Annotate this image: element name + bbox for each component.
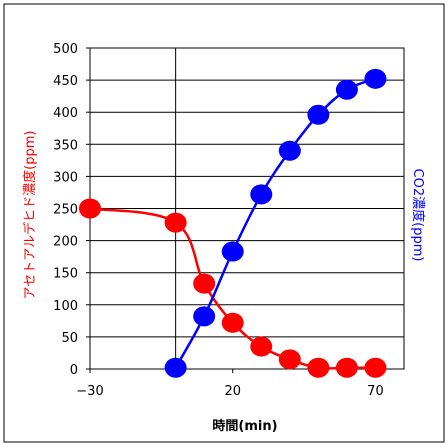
y-tick-label: 500 bbox=[53, 42, 78, 57]
series-1-point bbox=[336, 80, 358, 100]
y-axis-title-right: CO2濃度(ppm) bbox=[410, 169, 426, 262]
y-axis-title-left: アセトアルデヒド濃度(ppm) bbox=[22, 131, 38, 300]
series-1-point bbox=[165, 358, 187, 378]
y-tick-label: 200 bbox=[53, 235, 78, 250]
series-0-point bbox=[364, 358, 386, 378]
series-1-point bbox=[307, 105, 329, 125]
x-axis-title: 時間(min) bbox=[212, 418, 277, 434]
y-tick-label: 400 bbox=[53, 106, 78, 121]
y-tick-label: 350 bbox=[53, 138, 78, 153]
y-tick-label: 150 bbox=[53, 267, 78, 282]
series-0-point bbox=[193, 274, 215, 294]
series-0-point bbox=[336, 358, 358, 378]
y-tick-label: 450 bbox=[53, 74, 78, 89]
series-1-point bbox=[222, 242, 244, 262]
x-tick-label: 70 bbox=[367, 384, 384, 399]
series-0-point bbox=[307, 358, 329, 378]
series-1-point bbox=[364, 69, 386, 89]
series-0-point bbox=[79, 199, 101, 219]
series-0-point bbox=[222, 313, 244, 333]
y-tick-label: 300 bbox=[53, 170, 78, 185]
x-tick-label: 20 bbox=[224, 384, 241, 399]
series-1-point bbox=[279, 141, 301, 161]
series-1-point bbox=[193, 306, 215, 326]
series-1-point bbox=[250, 184, 272, 204]
series-0-point bbox=[165, 213, 187, 233]
y-tick-label: 50 bbox=[61, 331, 78, 346]
series-0-point bbox=[279, 349, 301, 369]
y-tick-label: 250 bbox=[53, 203, 78, 218]
series-0-point bbox=[250, 337, 272, 357]
y-tick-label: 0 bbox=[70, 363, 78, 378]
x-tick-label: −30 bbox=[76, 384, 103, 399]
y-tick-label: 100 bbox=[53, 299, 78, 314]
